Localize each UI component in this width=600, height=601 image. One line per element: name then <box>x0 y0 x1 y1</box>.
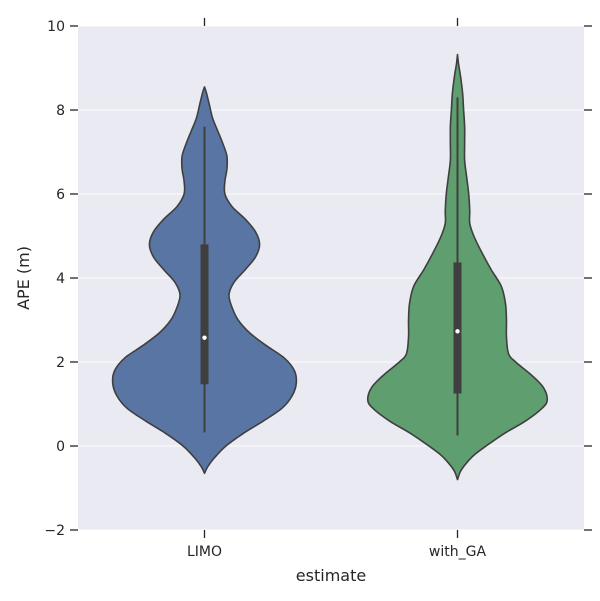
iqr-box <box>453 262 462 394</box>
y-tick-label: 4 <box>56 271 65 287</box>
y-axis-title: APE (m) <box>14 246 33 310</box>
violins <box>111 53 549 481</box>
median-marker <box>455 329 460 334</box>
iqr-box <box>200 244 209 385</box>
x-tick-label: LIMO <box>187 544 222 560</box>
x-tick-labels: LIMO with_GA <box>187 544 486 560</box>
median-marker <box>202 335 207 340</box>
y-tick-labels: −2 0 2 4 6 8 10 <box>44 19 65 539</box>
x-tick-label: with_GA <box>429 544 487 560</box>
y-tick-label: 8 <box>56 103 65 119</box>
y-tick-label: 10 <box>47 19 65 35</box>
y-tick-label: −2 <box>44 523 65 539</box>
x-axis-title: estimate <box>296 566 366 585</box>
y-tick-label: 2 <box>56 355 65 371</box>
y-tick-label: 6 <box>56 187 65 203</box>
axis-ticks <box>70 18 592 538</box>
y-tick-label: 0 <box>56 439 65 455</box>
